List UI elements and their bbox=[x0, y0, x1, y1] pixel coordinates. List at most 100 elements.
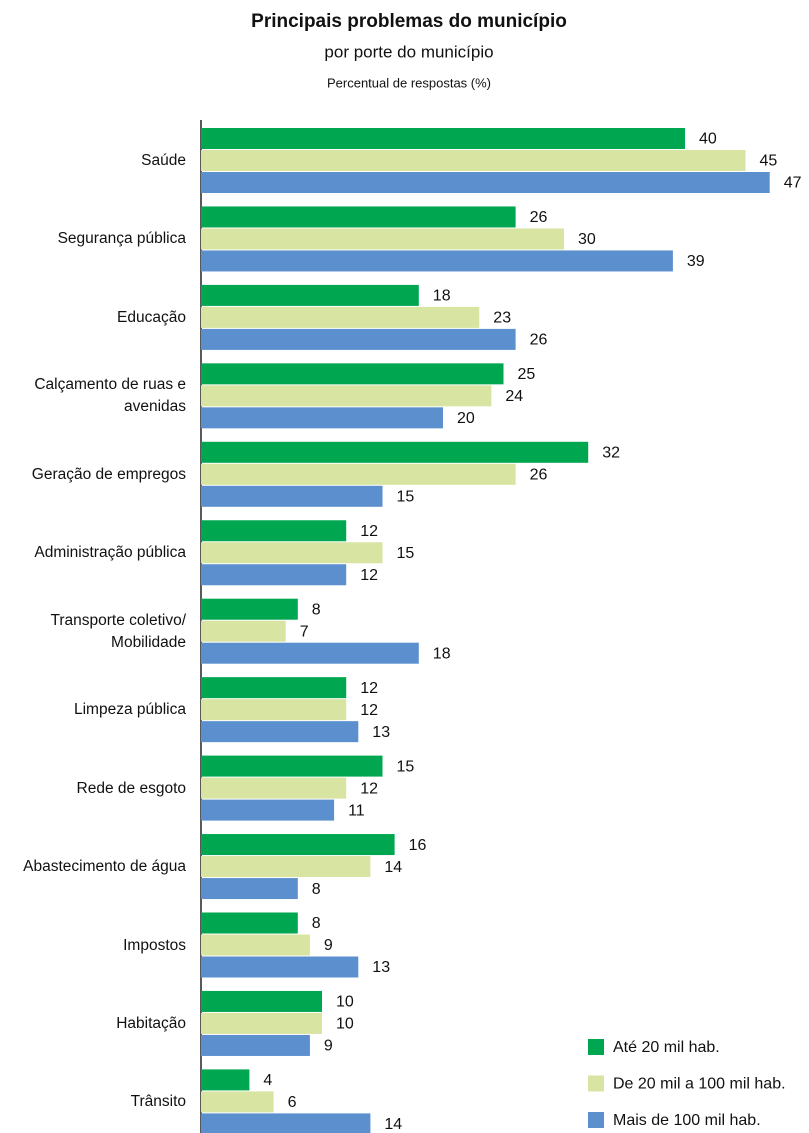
bar bbox=[201, 620, 286, 642]
value-label: 40 bbox=[699, 131, 717, 148]
value-label: 23 bbox=[493, 310, 511, 327]
value-label: 10 bbox=[336, 1016, 354, 1033]
value-label: 30 bbox=[578, 231, 596, 248]
bar bbox=[201, 1069, 250, 1091]
bar bbox=[201, 699, 347, 721]
bar bbox=[201, 598, 298, 620]
value-label: 15 bbox=[397, 758, 415, 775]
category-label: Transporte coletivo/ Mobilidade bbox=[50, 611, 186, 651]
value-label: 12 bbox=[360, 523, 378, 540]
value-label: 7 bbox=[300, 623, 309, 640]
bar bbox=[201, 1113, 371, 1133]
value-label: 18 bbox=[433, 645, 451, 662]
value-label: 12 bbox=[360, 702, 378, 719]
value-label: 8 bbox=[312, 601, 321, 618]
bar bbox=[201, 878, 298, 900]
value-label: 26 bbox=[530, 209, 548, 226]
bar bbox=[201, 485, 383, 507]
category-label: Saúde bbox=[141, 152, 186, 169]
bar bbox=[201, 1091, 274, 1113]
value-label: 10 bbox=[336, 994, 354, 1011]
bar bbox=[201, 856, 371, 878]
value-label: 12 bbox=[360, 780, 378, 797]
value-label: 9 bbox=[324, 1038, 333, 1055]
bar bbox=[201, 306, 480, 328]
bar bbox=[201, 642, 419, 664]
value-label: 39 bbox=[687, 253, 705, 270]
category-label: Abastecimento de água bbox=[23, 858, 186, 876]
bar bbox=[201, 284, 419, 306]
bar bbox=[201, 363, 504, 385]
bar bbox=[201, 721, 359, 743]
bar bbox=[201, 990, 322, 1012]
legend-swatch bbox=[588, 1112, 604, 1128]
bar bbox=[201, 250, 673, 272]
value-label: 11 bbox=[348, 802, 365, 819]
axis-label: Percentual de respostas (%) bbox=[327, 75, 491, 90]
bar bbox=[201, 128, 685, 149]
bar bbox=[201, 172, 770, 193]
value-label: 18 bbox=[433, 288, 451, 305]
bar bbox=[201, 407, 443, 429]
bar bbox=[201, 834, 395, 856]
bar bbox=[201, 1012, 322, 1034]
value-label: 13 bbox=[372, 959, 390, 976]
bar bbox=[201, 520, 347, 542]
bar bbox=[201, 228, 564, 250]
value-label: 12 bbox=[360, 680, 378, 697]
category-label: Habitação bbox=[116, 1014, 186, 1032]
value-label: 47 bbox=[784, 175, 802, 192]
bar bbox=[201, 542, 383, 564]
bar bbox=[201, 150, 746, 171]
category-label: Impostos bbox=[123, 936, 186, 954]
bar bbox=[201, 934, 310, 956]
chart-title: Principais problemas do município bbox=[251, 11, 567, 32]
legend-label: De 20 mil a 100 mil hab. bbox=[613, 1076, 786, 1093]
bar bbox=[201, 912, 298, 934]
category-label: Rede de esgoto bbox=[76, 779, 186, 797]
legend-label: Mais de 100 mil hab. bbox=[613, 1112, 761, 1129]
category-label: Calçamento de ruas e avenidas bbox=[34, 376, 186, 416]
value-label: 14 bbox=[384, 859, 402, 876]
value-label: 45 bbox=[760, 153, 778, 170]
legend-swatch bbox=[588, 1075, 604, 1092]
value-label: 25 bbox=[518, 366, 536, 383]
value-label: 15 bbox=[397, 545, 415, 562]
value-label: 16 bbox=[409, 837, 427, 854]
value-label: 6 bbox=[288, 1094, 297, 1111]
category-label: Educação bbox=[117, 308, 186, 326]
value-label: 24 bbox=[505, 388, 523, 405]
bar bbox=[201, 1034, 310, 1056]
value-label: 8 bbox=[312, 881, 321, 898]
value-label: 26 bbox=[530, 332, 548, 349]
value-label: 32 bbox=[602, 445, 620, 462]
value-label: 15 bbox=[397, 489, 415, 506]
value-label: 12 bbox=[360, 567, 378, 584]
value-label: 14 bbox=[384, 1116, 402, 1133]
bar bbox=[201, 755, 383, 777]
chart-subtitle: por porte do município bbox=[324, 42, 493, 61]
bar bbox=[201, 799, 335, 821]
bar bbox=[201, 441, 589, 463]
bar bbox=[201, 328, 516, 350]
category-label: Administração pública bbox=[34, 544, 186, 562]
value-label: 8 bbox=[312, 915, 321, 932]
bar bbox=[201, 564, 347, 586]
value-label: 4 bbox=[263, 1072, 272, 1089]
bar bbox=[201, 206, 516, 228]
category-label: Limpeza pública bbox=[73, 701, 186, 719]
value-label: 9 bbox=[324, 937, 333, 954]
bar bbox=[201, 777, 347, 799]
legend-swatch bbox=[588, 1039, 604, 1055]
value-label: 13 bbox=[372, 724, 390, 741]
value-label: 26 bbox=[530, 467, 548, 484]
bar bbox=[201, 677, 347, 699]
value-label: 20 bbox=[457, 410, 475, 427]
bar bbox=[201, 385, 492, 407]
bar bbox=[201, 463, 516, 485]
category-label: Geração de empregos bbox=[31, 465, 186, 483]
legend-label: Até 20 mil hab. bbox=[613, 1039, 720, 1056]
category-label: Trânsito bbox=[130, 1093, 186, 1111]
